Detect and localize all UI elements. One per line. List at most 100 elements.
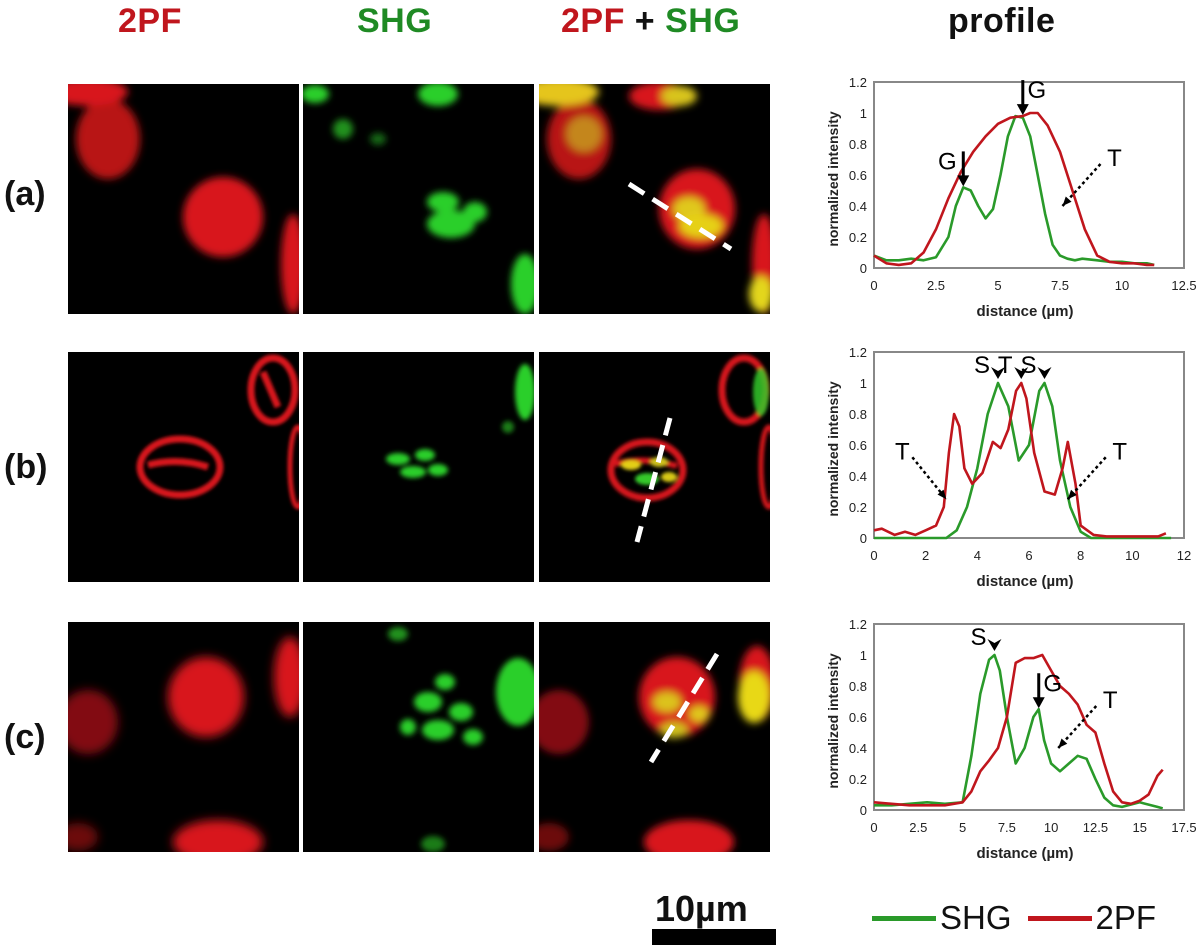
- y-tick-label: 0.6: [849, 168, 867, 183]
- x-tick-label: 17.5: [1171, 820, 1196, 835]
- image-c-shg: [303, 622, 534, 852]
- y-axis-label: normalized intensity: [825, 653, 841, 789]
- header-merged-shg: SHG: [665, 2, 741, 40]
- y-axis-label: normalized intensity: [825, 381, 841, 517]
- x-tick-label: 0: [870, 548, 877, 563]
- row-label-a: (a): [4, 175, 46, 213]
- svg-text:S: S: [974, 352, 990, 379]
- image-b-merged: [539, 352, 770, 582]
- svg-text:G: G: [938, 148, 957, 175]
- image-c-merged: [539, 622, 770, 852]
- image-c-2pf: [68, 622, 299, 852]
- image-a-2pf: [68, 84, 299, 314]
- y-tick-label: 0.2: [849, 772, 867, 787]
- y-tick-label: 1.2: [849, 75, 867, 90]
- header-profile: profile: [948, 2, 1056, 40]
- y-tick-label: 0: [860, 261, 867, 276]
- plot-frame: [873, 351, 1185, 539]
- x-axis-label: distance (µm): [977, 303, 1074, 320]
- header-merged: 2PF + SHG: [561, 2, 740, 41]
- image-b-2pf: [68, 352, 299, 582]
- image-a-merged: [539, 84, 770, 314]
- y-tick-label: 1: [860, 106, 867, 121]
- legend: SHG 2PF: [872, 896, 1172, 940]
- header-shg: SHG: [357, 2, 433, 40]
- y-tick-label: 0.2: [849, 230, 867, 245]
- y-tick-label: 0.6: [849, 710, 867, 725]
- y-tick-label: 0.4: [849, 469, 867, 484]
- legend-item-2pf: 2PF: [1027, 899, 1157, 937]
- x-tick-label: 4: [974, 548, 981, 563]
- svg-text:T: T: [895, 438, 910, 465]
- legend-label-2pf: 2PF: [1095, 899, 1157, 936]
- x-tick-label: 7.5: [998, 820, 1016, 835]
- image-a-shg: [303, 84, 534, 314]
- annotation-g: G: [1032, 670, 1062, 709]
- x-tick-label: 12.5: [1083, 820, 1108, 835]
- x-tick-label: 5: [994, 278, 1001, 293]
- y-tick-label: 1: [860, 376, 867, 391]
- annotation-t: T: [1061, 145, 1122, 207]
- row-label-c: (c): [4, 718, 46, 756]
- svg-text:T: T: [1112, 438, 1127, 465]
- y-tick-label: 0.4: [849, 199, 867, 214]
- annotation-s: S: [1020, 352, 1052, 379]
- scale-bar-label: 10µm: [655, 888, 748, 929]
- x-tick-label: 5: [959, 820, 966, 835]
- y-tick-label: 0.6: [849, 438, 867, 453]
- svg-text:G: G: [1027, 77, 1046, 104]
- svg-text:S: S: [1020, 352, 1036, 379]
- y-tick-label: 0.2: [849, 500, 867, 515]
- x-tick-label: 2: [922, 548, 929, 563]
- y-tick-label: 0: [860, 531, 867, 546]
- series-line-2pf: [873, 653, 1164, 807]
- y-tick-label: 1.2: [849, 345, 867, 360]
- y-tick-label: 0.8: [849, 407, 867, 422]
- annotation-t: T: [1057, 687, 1118, 749]
- legend-label-shg: SHG: [940, 899, 1012, 936]
- annotation-g: G: [938, 148, 970, 187]
- scale-bar: [652, 929, 776, 945]
- annotation-s: S: [974, 352, 1005, 379]
- y-tick-label: 0.4: [849, 741, 867, 756]
- y-tick-label: 1.2: [849, 617, 867, 632]
- profile-chart-b: 0 0.2 0.4 0.6 0.8 1 1.2 0 2 4 6 8 10 12 distance (µm) n…: [812, 342, 1200, 604]
- profile-chart-c: 0 0.2 0.4 0.6 0.8 1 1.2 0 2.5 5 7.5 10 12.5 15 17.5 dis…: [812, 614, 1200, 876]
- y-axis-label: normalized intensity: [825, 111, 841, 247]
- svg-text:G: G: [1043, 670, 1062, 697]
- header-2pf: 2PF: [118, 2, 182, 40]
- image-b-shg: [303, 352, 534, 582]
- series-line-shg: [874, 653, 1164, 810]
- x-tick-label: 12: [1177, 548, 1191, 563]
- x-axis-label: distance (µm): [977, 573, 1074, 590]
- x-tick-label: 0: [870, 278, 877, 293]
- legend-swatch-2pf: [1027, 915, 1092, 921]
- plot-frame: [873, 81, 1185, 269]
- legend-swatch-shg: [872, 915, 936, 921]
- series-line-shg: [874, 381, 1172, 540]
- row-label-b: (b): [4, 448, 48, 486]
- svg-text:T: T: [1107, 145, 1122, 172]
- annotation-t: T: [895, 438, 948, 501]
- header-merged-plus: +: [624, 2, 666, 40]
- x-tick-label: 15: [1132, 820, 1146, 835]
- annotation-t: T: [1066, 438, 1127, 501]
- series-line-shg: [873, 114, 1155, 267]
- svg-text:T: T: [998, 352, 1013, 379]
- series-line-2pf: [873, 111, 1155, 267]
- x-tick-label: 2.5: [909, 820, 927, 835]
- legend-item-shg: SHG: [872, 899, 1012, 937]
- y-tick-label: 0.8: [849, 679, 867, 694]
- x-tick-label: 10: [1115, 278, 1129, 293]
- x-tick-label: 0: [870, 820, 877, 835]
- x-axis-label: distance (µm): [977, 845, 1074, 862]
- x-tick-label: 8: [1077, 548, 1084, 563]
- profile-chart-a: 0 0.2 0.4 0.6 0.8 1 1.2 0 2.5 5 7.5 10 12.5 distance …: [812, 72, 1200, 334]
- x-tick-label: 7.5: [1051, 278, 1069, 293]
- svg-text:S: S: [970, 624, 986, 651]
- y-tick-label: 0.8: [849, 137, 867, 152]
- svg-text:T: T: [1103, 687, 1118, 714]
- annotation-t: T: [998, 352, 1029, 379]
- annotation-g: G: [1016, 77, 1046, 116]
- annotation-s: S: [970, 624, 1002, 651]
